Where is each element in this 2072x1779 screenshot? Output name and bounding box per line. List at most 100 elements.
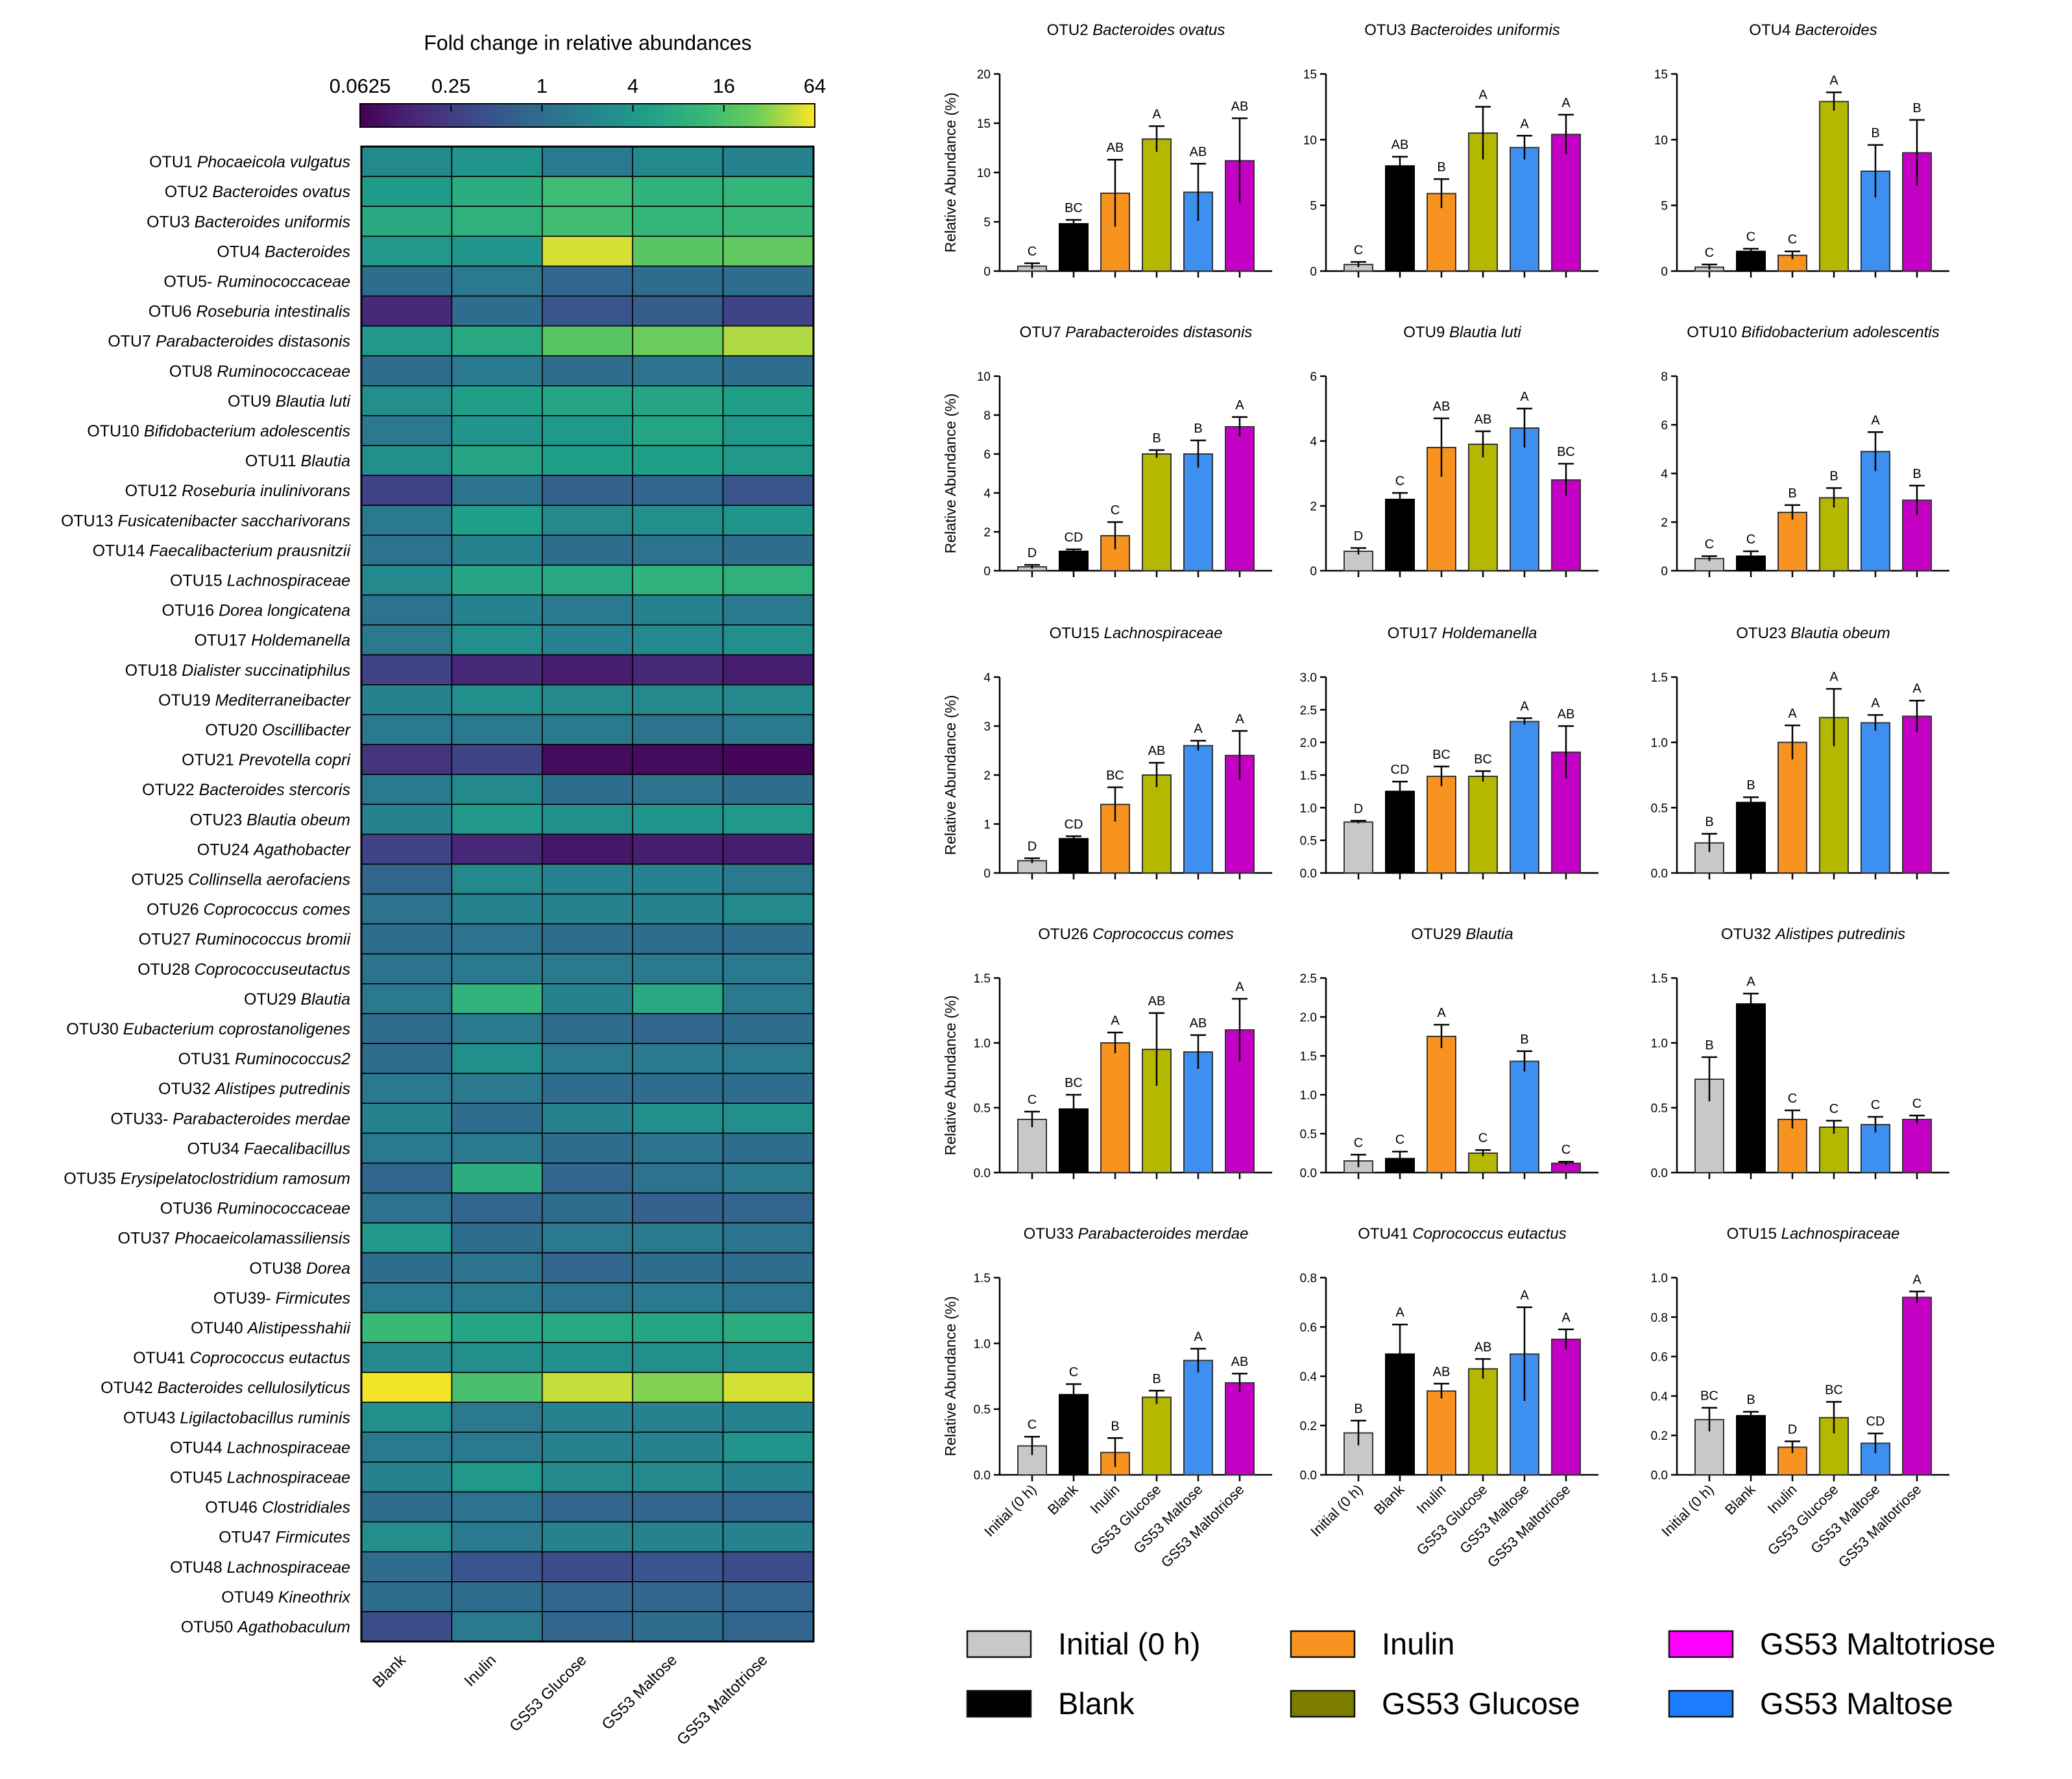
row-id: OTU27 [139,931,196,949]
heatmap-cell [361,594,453,626]
heatmap-cell [632,833,724,865]
row-taxon: Bacteroides stercoris [199,781,350,799]
row-taxon: Oscillibacter [262,721,352,739]
heatmap-column-label: GS53 Maltotriose [673,1651,771,1749]
heatmap-cell [451,654,543,686]
heatmap-cell [722,1461,814,1493]
heatmap-row-label: OTU7 Parabacteroides distasonis [108,333,350,351]
heatmap-row-label: OTU24 Agathobacter [197,841,352,859]
y-tick-label: 0.5 [1651,1102,1668,1116]
heatmap-cell [722,1252,814,1284]
legend-label: Initial (0 h) [1058,1627,1200,1661]
row-id: OTU50 [181,1618,238,1636]
heatmap-cell [632,1282,724,1313]
row-taxon: Roseburia inulinivorans [182,482,350,500]
significance-letter: BC [1106,769,1124,783]
panel-title-taxon: Parabacteroides distasonis [1065,324,1252,341]
significance-letter: A [1111,1014,1120,1028]
row-taxon: Parabacteroides distasonis [156,333,350,351]
heatmap-cell [361,774,453,805]
heatmap-cell [541,1581,633,1612]
heatmap-cell [451,1521,543,1553]
x-tick-label: Blank [1371,1481,1408,1518]
heatmap-cell [722,325,814,357]
significance-letter: A [1871,696,1880,710]
significance-letter: A [1912,682,1921,696]
y-tick-label: 0.8 [1651,1311,1668,1325]
heatmap-cell [451,505,543,536]
heatmap-row-label: OTU22 Bacteroides stercoris [142,781,350,799]
heatmap-cell [541,654,633,686]
row-taxon: Coprococcuseutactus [195,961,350,979]
y-tick-label: 0.5 [1300,1128,1317,1141]
heatmap-cell [632,534,724,566]
bar [1427,776,1456,874]
legend-swatch [1668,1630,1734,1658]
heatmap-cell [451,1162,543,1194]
heatmap-cell [722,176,814,208]
significance-letter: AB [1433,400,1451,414]
heatmap-cell [451,863,543,895]
heatmap-cell [451,1372,543,1403]
heatmap-cell [541,564,633,596]
heatmap-cell [722,206,814,237]
panel-title-id: OTU15 [1727,1225,1781,1243]
heatmap-cell [451,594,543,626]
legend-label: GS53 Glucose [1382,1686,1580,1721]
y-tick-label: 1.5 [974,972,991,986]
heatmap-cell [361,176,453,208]
bar [1427,1390,1456,1476]
significance-letter: BC [1065,1076,1083,1090]
heatmap-row-label: OTU33- Parabacteroides merdae [110,1110,350,1128]
heatmap-cell [451,206,543,237]
heatmap-cell [632,983,724,1014]
heatmap-cell [361,475,453,506]
significance-letter: B [1871,126,1879,140]
row-id: OTU19 [158,691,215,710]
heatmap-cell [632,1521,724,1553]
heatmap-cell [451,1132,543,1164]
y-tick-label: 1.5 [1300,1050,1317,1064]
row-id: OTU35 [64,1169,121,1188]
heatmap-cell [541,1521,633,1553]
bar [1142,453,1172,571]
heatmap-cell [361,295,453,327]
heatmap-cell [361,355,453,387]
row-id: OTU26 [147,901,204,919]
heatmap-cell [361,265,453,297]
row-taxon: Clostridiales [262,1499,350,1517]
heatmap-cell [541,1043,633,1074]
heatmap-row-label: OTU39- Firmicutes [213,1289,350,1307]
significance-letter: C [1705,538,1714,552]
y-tick-label: 0.5 [1651,802,1668,815]
heatmap-cell [541,923,633,955]
y-tick-label: 6 [1310,370,1317,384]
heatmap-cell [632,1372,724,1403]
heatmap-cell [722,1222,814,1254]
heatmap-cell [632,1043,724,1074]
panel-title: OTU26 Coprococcus comes [1038,925,1233,943]
heatmap-cell [361,1372,453,1403]
heatmap-cell [722,265,814,297]
bar [1225,1382,1255,1475]
significance-letter: C [1069,1365,1078,1379]
row-taxon: Dorea [306,1260,350,1278]
heatmap-cell [632,146,724,177]
heatmap-row-label: OTU19 Mediterraneibacter [158,691,352,710]
colorbar-tick-label: 0.25 [431,75,470,97]
bar [1183,1359,1213,1475]
legend-item: GS53 Maltotriose [1668,1627,1995,1661]
heatmap-cell [451,176,543,208]
significance-letter: A [1395,1306,1404,1320]
y-tick-label: 15 [1303,68,1317,82]
bar [1183,453,1213,571]
x-tick-label: Inulin [1414,1481,1449,1517]
legend-item: GS53 Glucose [1290,1686,1580,1721]
heatmap-cell [722,804,814,835]
y-tick-label: 0 [1661,565,1668,579]
heatmap-cell [632,1162,724,1194]
significance-letter: A [1520,117,1529,131]
panel-title-id: OTU33 [1024,1225,1078,1243]
heatmap-row-label: OTU48 Lachnospiraceae [170,1558,350,1577]
heatmap-row-label: OTU38 Dorea [249,1260,350,1278]
